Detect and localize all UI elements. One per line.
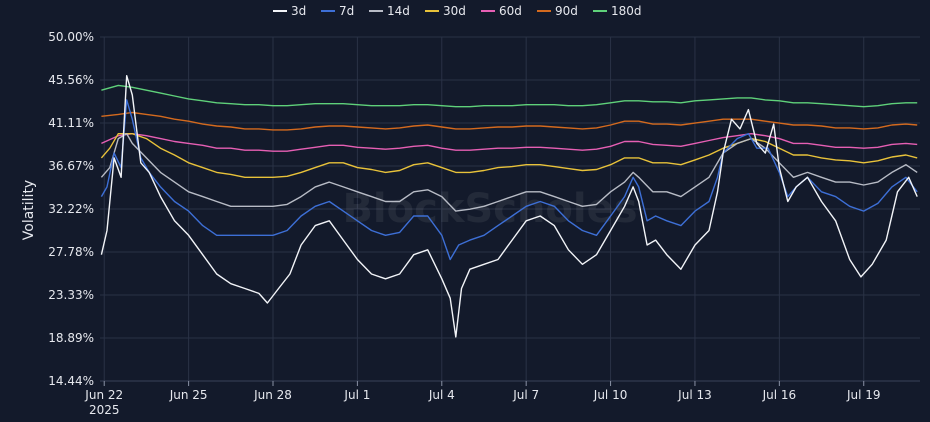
legend-item-30d: 30d [425, 4, 466, 18]
x-tick-label: Jun 25 [169, 388, 208, 402]
legend-item-3d: 3d [273, 4, 306, 18]
series-line-14d [100, 133, 918, 212]
legend-item-14d: 14d [369, 4, 410, 18]
series-line-7d [100, 99, 918, 261]
legend: 3d 7d 14d 30d 60d 90d 180d [273, 4, 642, 18]
x-tick-label: Jul 13 [677, 388, 712, 402]
y-axis-label: Volatility [21, 180, 37, 240]
y-tick-label: 32.22% [48, 202, 94, 216]
x-tick-label: Jun 28 [253, 388, 292, 402]
legend-label: 3d [291, 4, 306, 18]
legend-item-180d: 180d [593, 4, 642, 18]
legend-label: 30d [443, 4, 466, 18]
x-tick-label: Jul 7 [512, 388, 539, 402]
x-tick-label: Jul 4 [428, 388, 455, 402]
grid [100, 36, 920, 382]
x-tick-sublabel: 2025 [89, 403, 120, 417]
series-layer [100, 75, 918, 338]
legend-label: 14d [387, 4, 410, 18]
y-tick-label: 36.67% [48, 159, 94, 173]
x-tick-label: Jun 22 [84, 388, 123, 402]
x-tick-label: Jul 16 [762, 388, 797, 402]
legend-item-60d: 60d [481, 4, 522, 18]
y-tick-label: 27.78% [48, 245, 94, 259]
legend-label: 180d [611, 4, 642, 18]
x-tick-label: Jul 1 [343, 388, 370, 402]
y-tick-label: 41.11% [48, 116, 94, 130]
series-line-30d [100, 133, 918, 178]
x-tick-label: Jul 10 [593, 388, 628, 402]
legend-item-7d: 7d [321, 4, 354, 18]
y-tick-label: 23.33% [48, 288, 94, 302]
y-axis: 50.00% 45.56% 41.11% 36.67% 32.22% 27.78% 23.3… [48, 30, 94, 388]
series-line-3d [100, 75, 918, 338]
y-tick-label: 14.44% [48, 374, 94, 388]
watermark: BlockScholes [342, 186, 637, 232]
series-line-60d [101, 133, 918, 152]
y-tick-label: 45.56% [48, 73, 94, 87]
y-tick-label: 18.89% [48, 331, 94, 345]
legend-label: 7d [339, 4, 354, 18]
legend-item-90d: 90d [537, 4, 578, 18]
series-line-180d [101, 84, 918, 108]
legend-label: 60d [499, 4, 522, 18]
series-line-90d [101, 111, 918, 131]
x-tick-label: Jul 19 [846, 388, 881, 402]
y-tick-label: 50.00% [48, 30, 94, 44]
legend-label: 90d [555, 4, 578, 18]
